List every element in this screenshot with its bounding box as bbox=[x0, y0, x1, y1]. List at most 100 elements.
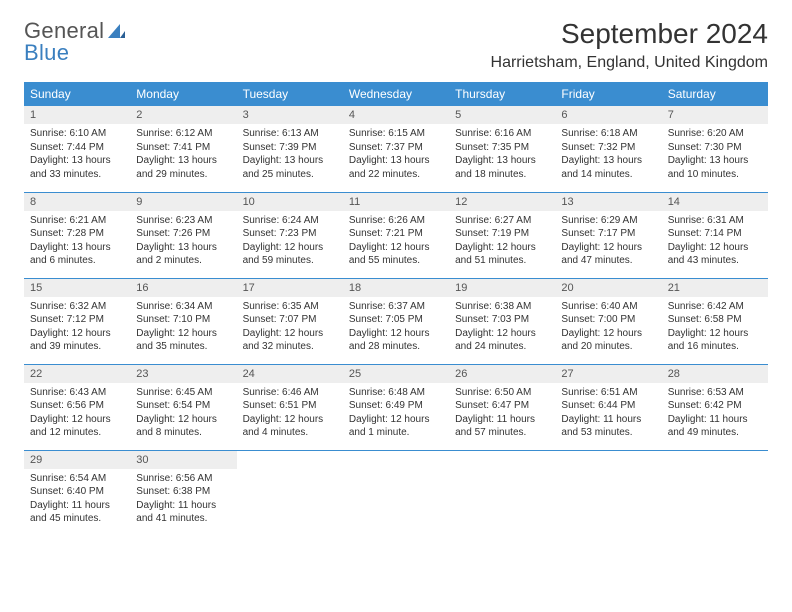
calendar-cell: 10Sunrise: 6:24 AMSunset: 7:23 PMDayligh… bbox=[237, 192, 343, 278]
day-number: 1 bbox=[24, 106, 130, 124]
location: Harrietsham, England, United Kingdom bbox=[491, 54, 768, 72]
day-details: Sunrise: 6:50 AMSunset: 6:47 PMDaylight:… bbox=[449, 383, 555, 444]
day-details: Sunrise: 6:38 AMSunset: 7:03 PMDaylight:… bbox=[449, 297, 555, 358]
weekday-header: Monday bbox=[130, 82, 236, 106]
day-details: Sunrise: 6:18 AMSunset: 7:32 PMDaylight:… bbox=[555, 124, 661, 185]
day-number: 7 bbox=[662, 106, 768, 124]
day-number: 30 bbox=[130, 451, 236, 469]
day-number: 26 bbox=[449, 365, 555, 383]
calendar-cell: 4Sunrise: 6:15 AMSunset: 7:37 PMDaylight… bbox=[343, 106, 449, 192]
calendar-row: 29Sunrise: 6:54 AMSunset: 6:40 PMDayligh… bbox=[24, 450, 768, 536]
calendar-cell: 22Sunrise: 6:43 AMSunset: 6:56 PMDayligh… bbox=[24, 364, 130, 450]
calendar-cell: 27Sunrise: 6:51 AMSunset: 6:44 PMDayligh… bbox=[555, 364, 661, 450]
day-details: Sunrise: 6:23 AMSunset: 7:26 PMDaylight:… bbox=[130, 211, 236, 272]
calendar-cell: 29Sunrise: 6:54 AMSunset: 6:40 PMDayligh… bbox=[24, 450, 130, 536]
weekday-header: Saturday bbox=[662, 82, 768, 106]
weekday-header: Sunday bbox=[24, 82, 130, 106]
weekday-header: Thursday bbox=[449, 82, 555, 106]
day-number: 5 bbox=[449, 106, 555, 124]
day-details: Sunrise: 6:34 AMSunset: 7:10 PMDaylight:… bbox=[130, 297, 236, 358]
day-number: 22 bbox=[24, 365, 130, 383]
title-block: September 2024 Harrietsham, England, Uni… bbox=[491, 18, 768, 72]
calendar-cell: 7Sunrise: 6:20 AMSunset: 7:30 PMDaylight… bbox=[662, 106, 768, 192]
calendar-cell: 2Sunrise: 6:12 AMSunset: 7:41 PMDaylight… bbox=[130, 106, 236, 192]
calendar-cell: 21Sunrise: 6:42 AMSunset: 6:58 PMDayligh… bbox=[662, 278, 768, 364]
calendar-cell: 16Sunrise: 6:34 AMSunset: 7:10 PMDayligh… bbox=[130, 278, 236, 364]
month-title: September 2024 bbox=[491, 18, 768, 50]
calendar-cell: 23Sunrise: 6:45 AMSunset: 6:54 PMDayligh… bbox=[130, 364, 236, 450]
calendar-cell-empty bbox=[662, 450, 768, 536]
day-number: 6 bbox=[555, 106, 661, 124]
day-details: Sunrise: 6:46 AMSunset: 6:51 PMDaylight:… bbox=[237, 383, 343, 444]
day-details: Sunrise: 6:32 AMSunset: 7:12 PMDaylight:… bbox=[24, 297, 130, 358]
day-details: Sunrise: 6:26 AMSunset: 7:21 PMDaylight:… bbox=[343, 211, 449, 272]
calendar-cell-empty bbox=[343, 450, 449, 536]
calendar-cell-empty bbox=[237, 450, 343, 536]
calendar-cell: 5Sunrise: 6:16 AMSunset: 7:35 PMDaylight… bbox=[449, 106, 555, 192]
day-details: Sunrise: 6:40 AMSunset: 7:00 PMDaylight:… bbox=[555, 297, 661, 358]
day-number: 27 bbox=[555, 365, 661, 383]
day-details: Sunrise: 6:43 AMSunset: 6:56 PMDaylight:… bbox=[24, 383, 130, 444]
day-details: Sunrise: 6:37 AMSunset: 7:05 PMDaylight:… bbox=[343, 297, 449, 358]
calendar-cell: 15Sunrise: 6:32 AMSunset: 7:12 PMDayligh… bbox=[24, 278, 130, 364]
day-details: Sunrise: 6:45 AMSunset: 6:54 PMDaylight:… bbox=[130, 383, 236, 444]
calendar-row: 8Sunrise: 6:21 AMSunset: 7:28 PMDaylight… bbox=[24, 192, 768, 278]
calendar-cell: 24Sunrise: 6:46 AMSunset: 6:51 PMDayligh… bbox=[237, 364, 343, 450]
calendar-cell: 3Sunrise: 6:13 AMSunset: 7:39 PMDaylight… bbox=[237, 106, 343, 192]
calendar-cell: 30Sunrise: 6:56 AMSunset: 6:38 PMDayligh… bbox=[130, 450, 236, 536]
day-details: Sunrise: 6:15 AMSunset: 7:37 PMDaylight:… bbox=[343, 124, 449, 185]
calendar-cell: 19Sunrise: 6:38 AMSunset: 7:03 PMDayligh… bbox=[449, 278, 555, 364]
day-details: Sunrise: 6:29 AMSunset: 7:17 PMDaylight:… bbox=[555, 211, 661, 272]
day-details: Sunrise: 6:16 AMSunset: 7:35 PMDaylight:… bbox=[449, 124, 555, 185]
day-number: 14 bbox=[662, 193, 768, 211]
day-number: 20 bbox=[555, 279, 661, 297]
calendar-cell: 9Sunrise: 6:23 AMSunset: 7:26 PMDaylight… bbox=[130, 192, 236, 278]
day-number: 15 bbox=[24, 279, 130, 297]
header: General September 2024 Harrietsham, Engl… bbox=[24, 18, 768, 72]
day-number: 29 bbox=[24, 451, 130, 469]
day-details: Sunrise: 6:27 AMSunset: 7:19 PMDaylight:… bbox=[449, 211, 555, 272]
day-details: Sunrise: 6:56 AMSunset: 6:38 PMDaylight:… bbox=[130, 469, 236, 530]
calendar-cell: 11Sunrise: 6:26 AMSunset: 7:21 PMDayligh… bbox=[343, 192, 449, 278]
calendar-cell: 18Sunrise: 6:37 AMSunset: 7:05 PMDayligh… bbox=[343, 278, 449, 364]
calendar-cell: 25Sunrise: 6:48 AMSunset: 6:49 PMDayligh… bbox=[343, 364, 449, 450]
day-number: 24 bbox=[237, 365, 343, 383]
day-details: Sunrise: 6:31 AMSunset: 7:14 PMDaylight:… bbox=[662, 211, 768, 272]
day-number: 18 bbox=[343, 279, 449, 297]
calendar-row: 22Sunrise: 6:43 AMSunset: 6:56 PMDayligh… bbox=[24, 364, 768, 450]
calendar-cell: 14Sunrise: 6:31 AMSunset: 7:14 PMDayligh… bbox=[662, 192, 768, 278]
day-details: Sunrise: 6:24 AMSunset: 7:23 PMDaylight:… bbox=[237, 211, 343, 272]
calendar-cell: 12Sunrise: 6:27 AMSunset: 7:19 PMDayligh… bbox=[449, 192, 555, 278]
calendar-cell: 8Sunrise: 6:21 AMSunset: 7:28 PMDaylight… bbox=[24, 192, 130, 278]
day-number: 23 bbox=[130, 365, 236, 383]
day-details: Sunrise: 6:20 AMSunset: 7:30 PMDaylight:… bbox=[662, 124, 768, 185]
day-details: Sunrise: 6:42 AMSunset: 6:58 PMDaylight:… bbox=[662, 297, 768, 358]
calendar-cell: 26Sunrise: 6:50 AMSunset: 6:47 PMDayligh… bbox=[449, 364, 555, 450]
calendar-cell: 28Sunrise: 6:53 AMSunset: 6:42 PMDayligh… bbox=[662, 364, 768, 450]
day-number: 12 bbox=[449, 193, 555, 211]
calendar-cell-empty bbox=[555, 450, 661, 536]
weekday-header-row: Sunday Monday Tuesday Wednesday Thursday… bbox=[24, 82, 768, 106]
day-details: Sunrise: 6:51 AMSunset: 6:44 PMDaylight:… bbox=[555, 383, 661, 444]
day-details: Sunrise: 6:10 AMSunset: 7:44 PMDaylight:… bbox=[24, 124, 130, 185]
logo-sail-icon bbox=[106, 22, 126, 40]
day-number: 4 bbox=[343, 106, 449, 124]
weekday-header: Tuesday bbox=[237, 82, 343, 106]
calendar-body: 1Sunrise: 6:10 AMSunset: 7:44 PMDaylight… bbox=[24, 106, 768, 536]
day-number: 3 bbox=[237, 106, 343, 124]
calendar-table: Sunday Monday Tuesday Wednesday Thursday… bbox=[24, 82, 768, 536]
day-details: Sunrise: 6:21 AMSunset: 7:28 PMDaylight:… bbox=[24, 211, 130, 272]
calendar-cell: 20Sunrise: 6:40 AMSunset: 7:00 PMDayligh… bbox=[555, 278, 661, 364]
calendar-cell: 17Sunrise: 6:35 AMSunset: 7:07 PMDayligh… bbox=[237, 278, 343, 364]
logo-word2: Blue bbox=[24, 40, 69, 66]
day-number: 25 bbox=[343, 365, 449, 383]
day-number: 8 bbox=[24, 193, 130, 211]
day-number: 16 bbox=[130, 279, 236, 297]
day-number: 2 bbox=[130, 106, 236, 124]
day-number: 19 bbox=[449, 279, 555, 297]
day-details: Sunrise: 6:12 AMSunset: 7:41 PMDaylight:… bbox=[130, 124, 236, 185]
day-number: 11 bbox=[343, 193, 449, 211]
day-number: 10 bbox=[237, 193, 343, 211]
day-details: Sunrise: 6:13 AMSunset: 7:39 PMDaylight:… bbox=[237, 124, 343, 185]
weekday-header: Wednesday bbox=[343, 82, 449, 106]
